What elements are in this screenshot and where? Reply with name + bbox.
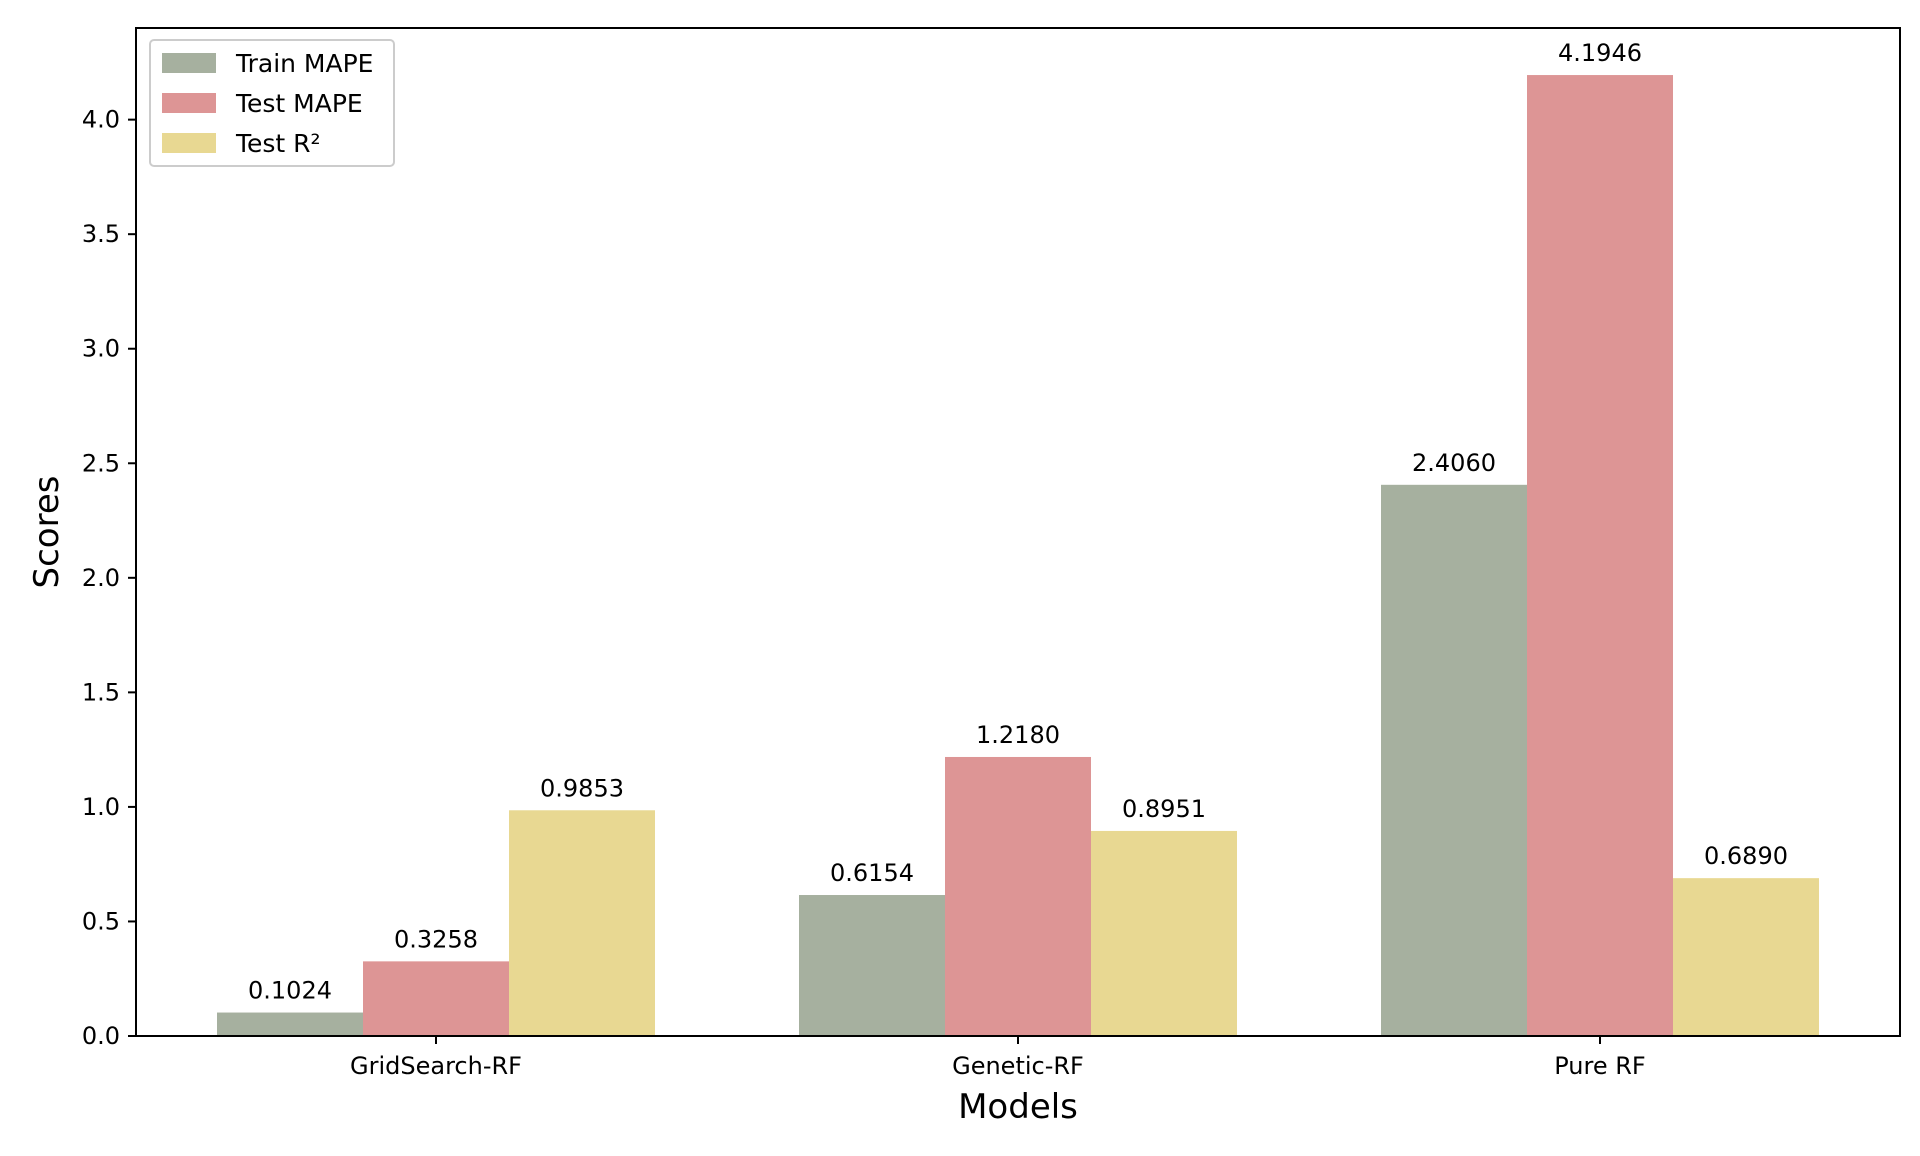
- legend-label-1: Train MAPE: [235, 49, 373, 78]
- x-tick-label-3: Pure RF: [1554, 1052, 1645, 1080]
- bar-2-1: [363, 961, 509, 1036]
- bar-1-1: [217, 1012, 363, 1036]
- bar-3-1: [509, 810, 655, 1036]
- y-tick-label-7: 3.0: [82, 335, 120, 363]
- y-tick-label-9: 4.0: [82, 106, 120, 134]
- legend-label-3: Test R²: [235, 129, 321, 158]
- bar-2-3: [1527, 75, 1673, 1036]
- x-tick-label-1: GridSearch-RF: [350, 1052, 522, 1080]
- legend-label-2: Test MAPE: [235, 89, 363, 118]
- data-label-3-1: 0.9853: [540, 774, 624, 802]
- y-tick-label-8: 3.5: [82, 220, 120, 248]
- legend-swatch-3: [162, 133, 216, 153]
- y-tick-label-2: 0.5: [82, 907, 120, 935]
- bar-3-2: [1091, 830, 1237, 1036]
- bar-1-3: [1381, 484, 1527, 1037]
- y-axis-label: Scores: [27, 476, 67, 589]
- data-label-3-2: 0.8951: [1122, 795, 1206, 823]
- data-label-1-2: 0.6154: [830, 859, 914, 887]
- y-tick-label-4: 1.5: [82, 678, 120, 706]
- data-label-2-2: 1.2180: [976, 721, 1060, 749]
- bar-2-2: [945, 756, 1091, 1036]
- data-label-1-1: 0.1024: [248, 977, 332, 1005]
- legend-swatch-2: [162, 93, 216, 113]
- x-axis: GridSearch-RF Genetic-RF Pure RF: [350, 1036, 1646, 1080]
- legend-swatch-1: [162, 53, 216, 73]
- data-label-2-3: 4.1946: [1558, 39, 1642, 67]
- y-axis: 0.0 0.5 1.0 1.5 2.0 2.5 3.0 3.5 4.0: [82, 106, 136, 1050]
- bar-3-3: [1673, 878, 1819, 1036]
- x-axis-label: Models: [958, 1087, 1078, 1127]
- y-tick-label-6: 2.5: [82, 449, 120, 477]
- plot-frame: [135, 27, 1901, 1037]
- bars-layer: [217, 75, 1819, 1037]
- bar-1-2: [799, 895, 945, 1036]
- legend: Train MAPE Test MAPE Test R²: [149, 39, 395, 167]
- data-label-2-1: 0.3258: [394, 925, 478, 953]
- data-label-1-3: 2.4060: [1412, 449, 1496, 477]
- y-tick-label-1: 0.0: [82, 1022, 120, 1050]
- y-tick-label-5: 2.0: [82, 564, 120, 592]
- data-labels-layer: 0.1024 0.3258 0.9853 0.6154 1.2180 0.8951 2.40…: [248, 39, 1788, 1004]
- x-tick-label-2: Genetic-RF: [952, 1052, 1084, 1080]
- y-tick-label-3: 1.0: [82, 793, 120, 821]
- data-label-3-3: 0.6890: [1704, 842, 1788, 870]
